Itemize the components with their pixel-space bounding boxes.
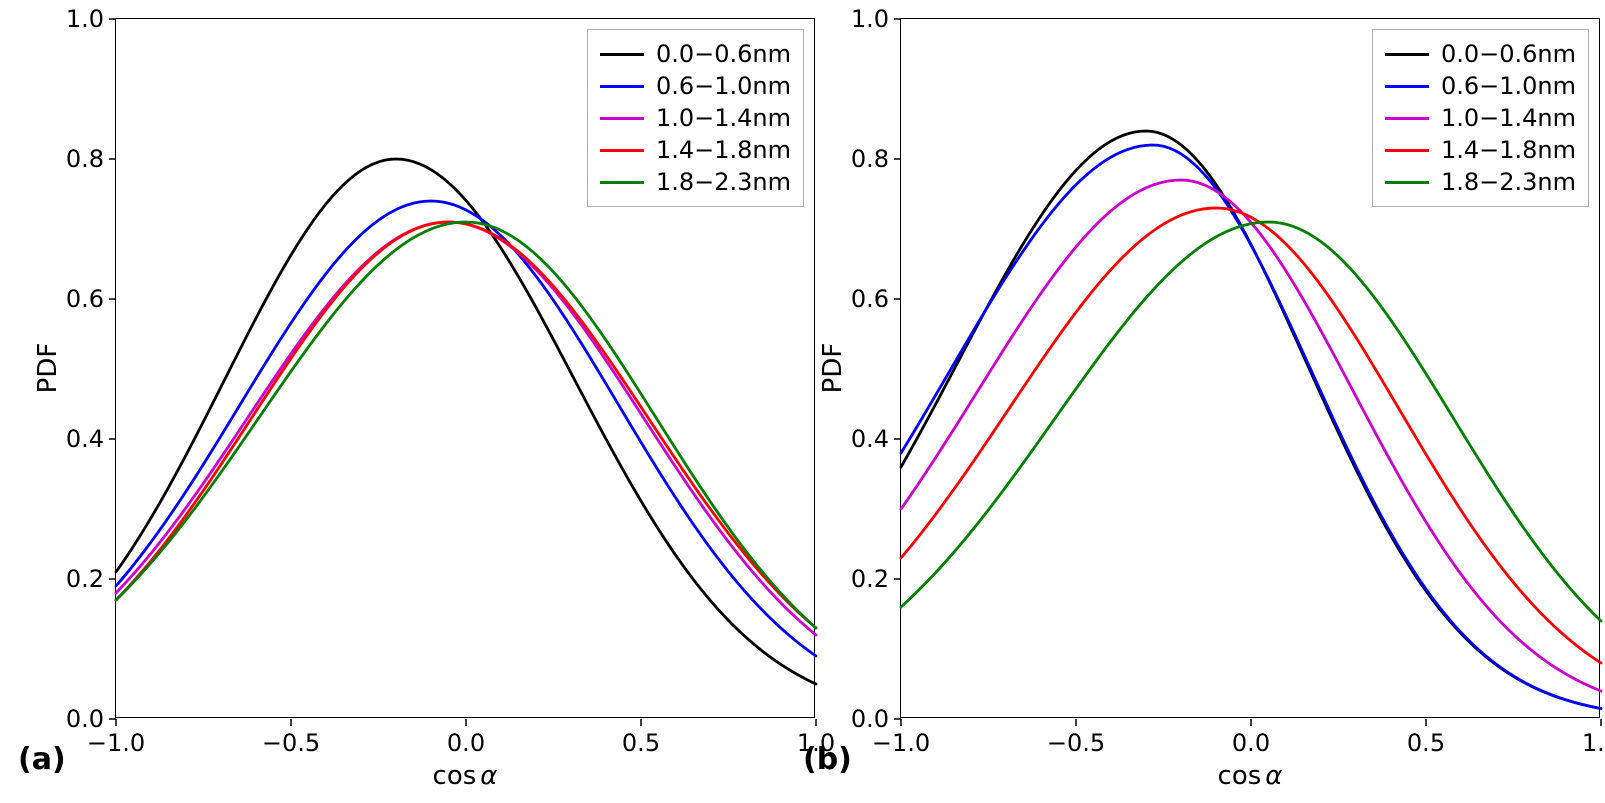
panel-a-ylabel: PDF bbox=[33, 343, 63, 394]
legend-label: 0.0−0.6nm bbox=[656, 40, 791, 68]
xtick-label: 1.0 bbox=[1582, 729, 1605, 757]
xtick-label: −0.5 bbox=[262, 729, 320, 757]
series-line bbox=[116, 201, 816, 656]
panel-b-legend: 0.0−0.6nm 0.6−1.0nm 1.0−1.4nm 1.4−1.8nm 1.8−… bbox=[1372, 29, 1589, 207]
ytick-label: 0.2 bbox=[851, 565, 889, 593]
legend-item: 0.6−1.0nm bbox=[600, 70, 791, 102]
legend-item: 0.0−0.6nm bbox=[1385, 38, 1576, 70]
series-line bbox=[901, 145, 1601, 708]
legend-label: 1.4−1.8nm bbox=[656, 136, 791, 164]
ytick-label: 0.2 bbox=[66, 565, 104, 593]
legend-swatch bbox=[1385, 117, 1429, 120]
xtick-label: −1.0 bbox=[872, 729, 930, 757]
legend-label: 0.0−0.6nm bbox=[1441, 40, 1576, 68]
ytick-label: 0.6 bbox=[66, 285, 104, 313]
series-line bbox=[116, 222, 816, 628]
legend-swatch bbox=[1385, 53, 1429, 56]
series-line bbox=[901, 180, 1601, 691]
ytick-label: 0.6 bbox=[851, 285, 889, 313]
legend-item: 1.0−1.4nm bbox=[1385, 102, 1576, 134]
legend-swatch bbox=[600, 149, 644, 152]
legend-item: 1.4−1.8nm bbox=[1385, 134, 1576, 166]
ytick-label: 0.8 bbox=[66, 145, 104, 173]
legend-label: 0.6−1.0nm bbox=[1441, 72, 1576, 100]
legend-label: 0.6−1.0nm bbox=[656, 72, 791, 100]
xlabel-alpha: α bbox=[476, 761, 497, 791]
figure: 0.0−0.6nm 0.6−1.0nm 1.0−1.4nm 1.4−1.8nm 1.8−… bbox=[0, 0, 1605, 803]
xlabel-cos: cos bbox=[1218, 761, 1262, 791]
xlabel-cos: cos bbox=[433, 761, 477, 791]
xtick-label: 0.5 bbox=[622, 729, 660, 757]
xtick-label: −1.0 bbox=[87, 729, 145, 757]
series-line bbox=[116, 222, 816, 628]
panel-a: 0.0−0.6nm 0.6−1.0nm 1.0−1.4nm 1.4−1.8nm 1.8−… bbox=[115, 18, 815, 718]
legend-label: 1.8−2.3nm bbox=[1441, 168, 1576, 196]
ytick-label: 1.0 bbox=[66, 5, 104, 33]
panel-a-tag: (a) bbox=[18, 742, 66, 777]
legend-label: 1.4−1.8nm bbox=[1441, 136, 1576, 164]
ytick-label: 1.0 bbox=[851, 5, 889, 33]
legend-item: 1.4−1.8nm bbox=[600, 134, 791, 166]
panel-a-xlabel: cosα bbox=[433, 761, 498, 791]
legend-swatch bbox=[600, 117, 644, 120]
ytick-label: 0.4 bbox=[66, 425, 104, 453]
legend-item: 1.8−2.3nm bbox=[1385, 166, 1576, 198]
legend-swatch bbox=[600, 85, 644, 88]
panel-a-legend: 0.0−0.6nm 0.6−1.0nm 1.0−1.4nm 1.4−1.8nm 1.8−… bbox=[587, 29, 804, 207]
legend-swatch bbox=[1385, 85, 1429, 88]
legend-item: 0.0−0.6nm bbox=[600, 38, 791, 70]
xtick-label: 0.0 bbox=[447, 729, 485, 757]
legend-item: 1.0−1.4nm bbox=[600, 102, 791, 134]
panel-b-ylabel: PDF bbox=[818, 343, 848, 394]
legend-label: 1.0−1.4nm bbox=[1441, 104, 1576, 132]
xlabel-alpha: α bbox=[1261, 761, 1282, 791]
panel-b: 0.0−0.6nm 0.6−1.0nm 1.0−1.4nm 1.4−1.8nm 1.8−… bbox=[900, 18, 1600, 718]
legend-label: 1.8−2.3nm bbox=[656, 168, 791, 196]
legend-swatch bbox=[1385, 181, 1429, 184]
legend-item: 0.6−1.0nm bbox=[1385, 70, 1576, 102]
panel-b-xlabel: cosα bbox=[1218, 761, 1283, 791]
ytick-label: 0.0 bbox=[66, 705, 104, 733]
legend-item: 1.8−2.3nm bbox=[600, 166, 791, 198]
legend-swatch bbox=[600, 181, 644, 184]
series-line bbox=[116, 159, 816, 684]
legend-label: 1.0−1.4nm bbox=[656, 104, 791, 132]
xtick-label: 0.0 bbox=[1232, 729, 1270, 757]
legend-swatch bbox=[1385, 149, 1429, 152]
ytick-label: 0.0 bbox=[851, 705, 889, 733]
ytick-label: 0.4 bbox=[851, 425, 889, 453]
xtick-label: 0.5 bbox=[1407, 729, 1445, 757]
legend-swatch bbox=[600, 53, 644, 56]
panel-b-tag: (b) bbox=[803, 742, 852, 777]
ytick-label: 0.8 bbox=[851, 145, 889, 173]
series-line bbox=[116, 222, 816, 635]
xtick-label: −0.5 bbox=[1047, 729, 1105, 757]
